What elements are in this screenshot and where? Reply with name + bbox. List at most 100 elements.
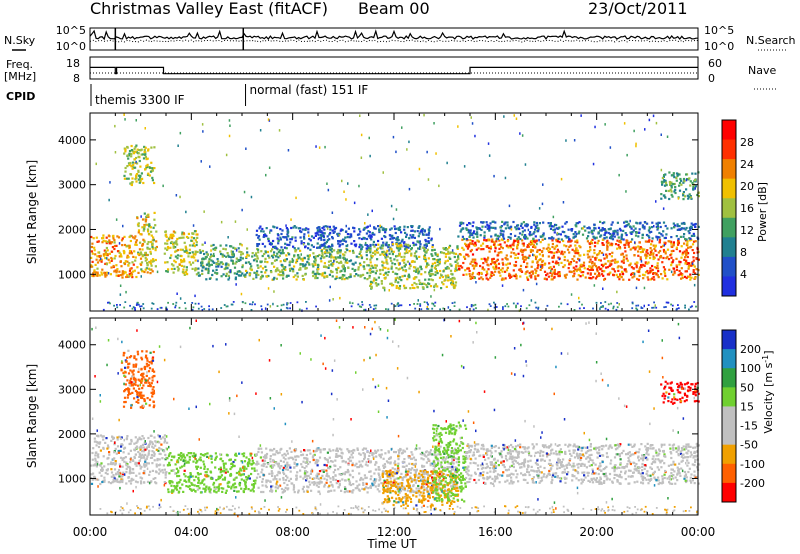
power-noise-cell [527,228,530,232]
velocity-echo-cell [136,438,140,441]
velocity-echo-cell [169,452,172,455]
power-echo-cell [291,236,294,239]
power-noise-cell [240,292,243,296]
power-echo-cell [510,275,513,278]
power-echo-cell [208,265,211,268]
power-echo-cell [670,227,673,230]
power-echo-cell [473,261,476,264]
power-near-range-cell [113,304,115,307]
velocity-echo-cell [397,467,400,470]
velocity-echo-cell [192,452,196,455]
power-near-range-cell [504,305,507,308]
power-echo-cell [240,274,243,277]
power-echo-cell [244,273,247,276]
power-echo-cell [455,264,458,267]
power-noise-cell [570,293,573,296]
power-echo-cell [604,262,607,265]
power-echo-cell [310,235,314,238]
power-echo-cell [678,273,681,276]
power-echo-cell [135,243,138,246]
power-echo-cell [538,222,541,225]
power-near-range-cell [305,301,307,303]
power-echo-cell [471,258,474,261]
power-echo-cell [602,263,605,266]
velocity-echo-cell [141,443,145,446]
velocity-echo-cell [119,437,122,440]
power-echo-cell [277,239,280,243]
power-near-range-cell [150,307,153,310]
power-echo-cell [500,245,503,248]
velocity-echo-cell [447,462,450,465]
power-echo-cell [180,258,183,262]
power-echo-cell [285,247,288,250]
power-echo-cell [280,232,283,236]
power-echo-cell [569,240,572,243]
power-echo-cell [427,263,430,266]
power-echo-cell [139,149,142,152]
power-echo-cell [328,225,331,228]
power-echo-cell [314,262,317,265]
velocity-echo-cell [238,472,241,475]
power-echo-cell [628,263,632,267]
power-echo-cell [396,239,399,242]
power-echo-cell [475,248,478,251]
date-label: 23/Oct/2011 [588,0,688,18]
power-echo-cell [276,237,279,240]
velocity-echo-cell [226,485,230,488]
power-echo-cell [465,243,468,246]
power-echo-cell [207,260,210,263]
power-echo-cell [419,281,422,284]
velocity-echo-cell [212,483,215,486]
power-echo-cell [172,230,175,233]
power-echo-cell [447,276,450,279]
power-echo-cell [263,252,266,256]
power-echo-cell [267,254,270,257]
power-echo-cell [234,262,237,265]
power-echo-cell [629,248,632,251]
velocity-echo-cell [431,477,434,480]
power-echo-cell [434,261,437,264]
power-echo-cell [116,235,119,238]
power-echo-cell [374,243,377,246]
power-noise-cell [593,284,596,287]
velocity-echo-cell [122,471,125,474]
power-echo-cell [692,223,695,227]
power-echo-cell [668,171,671,174]
power-near-range-cell [315,305,317,308]
power-echo-cell [478,277,481,280]
power-echo-cell [609,262,612,265]
power-echo-cell [568,238,571,241]
power-echo-cell [674,186,677,189]
velocity-echo-cell [108,453,111,456]
power-echo-cell [691,249,694,252]
power-echo-cell [430,273,433,276]
power-noise-cell [324,145,326,149]
power-echo-cell [501,233,504,236]
velocity-echo-cell [150,456,154,459]
power-noise-cell [528,274,531,278]
power-noise-cell [210,249,212,252]
power-echo-cell [210,253,213,256]
power-noise-cell [119,284,122,287]
power-echo-cell [355,243,358,246]
velocity-echo-cell [243,452,246,455]
power-echo-cell [130,267,133,270]
power-echo-cell [568,245,571,248]
power-echo-cell [286,233,289,236]
power-noise-cell [558,263,560,267]
power-echo-cell [102,254,105,257]
power-echo-cell [299,230,302,233]
power-near-range-cell [286,302,289,305]
power-echo-cell [530,270,533,273]
power-echo-cell [581,274,584,277]
velocity-echo-cell [101,468,104,471]
power-echo-cell [692,256,695,259]
power-noise-cell [291,257,294,261]
power-echo-cell [551,242,554,246]
power-echo-cell [149,250,152,253]
power-noise-cell [408,262,411,265]
power-noise-cell [528,256,530,260]
power-echo-cell [454,266,458,269]
velocity-echo-cell [238,484,241,487]
velocity-echo-cell [238,482,241,485]
